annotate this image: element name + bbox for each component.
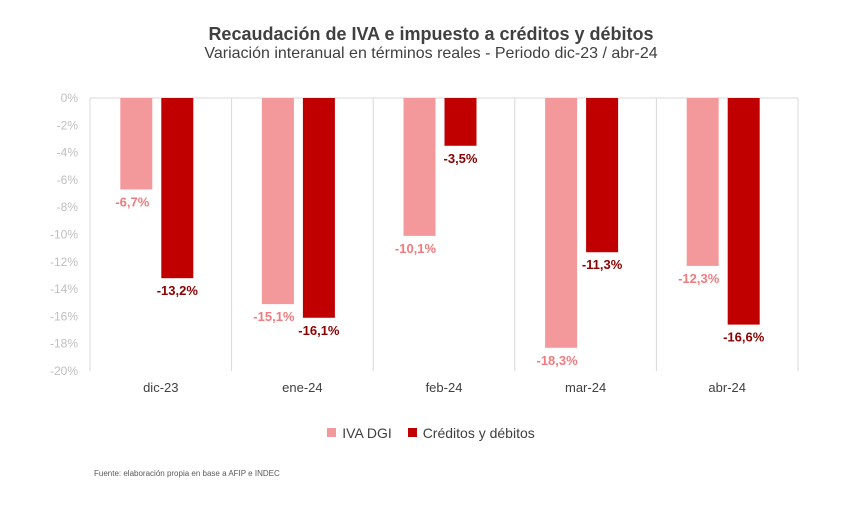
data-label-iva: -10,1% xyxy=(395,241,437,256)
y-tick-label: -8% xyxy=(57,200,79,214)
bar-creditos xyxy=(727,98,760,325)
bar-iva xyxy=(686,98,719,266)
chart-subtitle: Variación interanual en términos reales … xyxy=(204,45,658,62)
legend-swatch-iva xyxy=(327,428,337,437)
bar-iva xyxy=(545,98,578,348)
chart-title: Recaudación de IVA e impuesto a créditos… xyxy=(208,24,654,44)
y-tick-label: -2% xyxy=(57,118,79,132)
y-tick-label: 0% xyxy=(61,91,79,105)
y-tick-label: -12% xyxy=(50,255,78,269)
legend: IVA DGI Créditos y débitos xyxy=(0,424,862,441)
data-label-iva: -12,3% xyxy=(678,271,720,286)
data-label-creditos: -3,5% xyxy=(444,151,478,166)
bar-iva xyxy=(403,98,436,236)
data-label-creditos: -16,1% xyxy=(298,323,340,338)
data-label-creditos: -11,3% xyxy=(582,257,623,272)
source-note: Fuente: elaboración propia en base a AFI… xyxy=(94,469,280,478)
x-tick-label: dic-23 xyxy=(143,380,178,395)
legend-item-creditos: Créditos y débitos xyxy=(407,424,535,441)
x-tick-label: ene-24 xyxy=(282,380,322,395)
bar-creditos xyxy=(444,98,477,146)
y-tick-label: -18% xyxy=(50,337,78,351)
data-label-creditos: -13,2% xyxy=(157,283,199,298)
legend-label-creditos: Créditos y débitos xyxy=(422,424,535,441)
y-tick-label: -6% xyxy=(57,173,79,187)
y-tick-label: -20% xyxy=(50,364,78,378)
bar-iva xyxy=(120,98,153,190)
x-tick-label: mar-24 xyxy=(565,380,606,395)
data-label-iva: -6,7% xyxy=(115,194,149,209)
legend-item-iva: IVA DGI xyxy=(327,425,392,441)
bar-iva xyxy=(261,98,294,305)
data-label-creditos: -16,6% xyxy=(723,330,765,345)
y-tick-label: -4% xyxy=(57,146,79,160)
x-tick-label: abr-24 xyxy=(708,380,746,395)
bar-creditos xyxy=(302,98,335,318)
y-tick-label: -16% xyxy=(50,309,78,323)
data-label-iva: -15,1% xyxy=(253,309,295,324)
y-tick-label: -10% xyxy=(50,228,78,242)
legend-label-iva: IVA DGI xyxy=(342,424,392,441)
bar-creditos xyxy=(161,98,194,279)
legend-swatch-creditos xyxy=(407,428,417,437)
y-tick-label: -14% xyxy=(50,282,78,296)
bar-creditos xyxy=(586,98,619,253)
data-label-iva: -18,3% xyxy=(536,353,578,368)
x-tick-label: feb-24 xyxy=(426,380,463,395)
